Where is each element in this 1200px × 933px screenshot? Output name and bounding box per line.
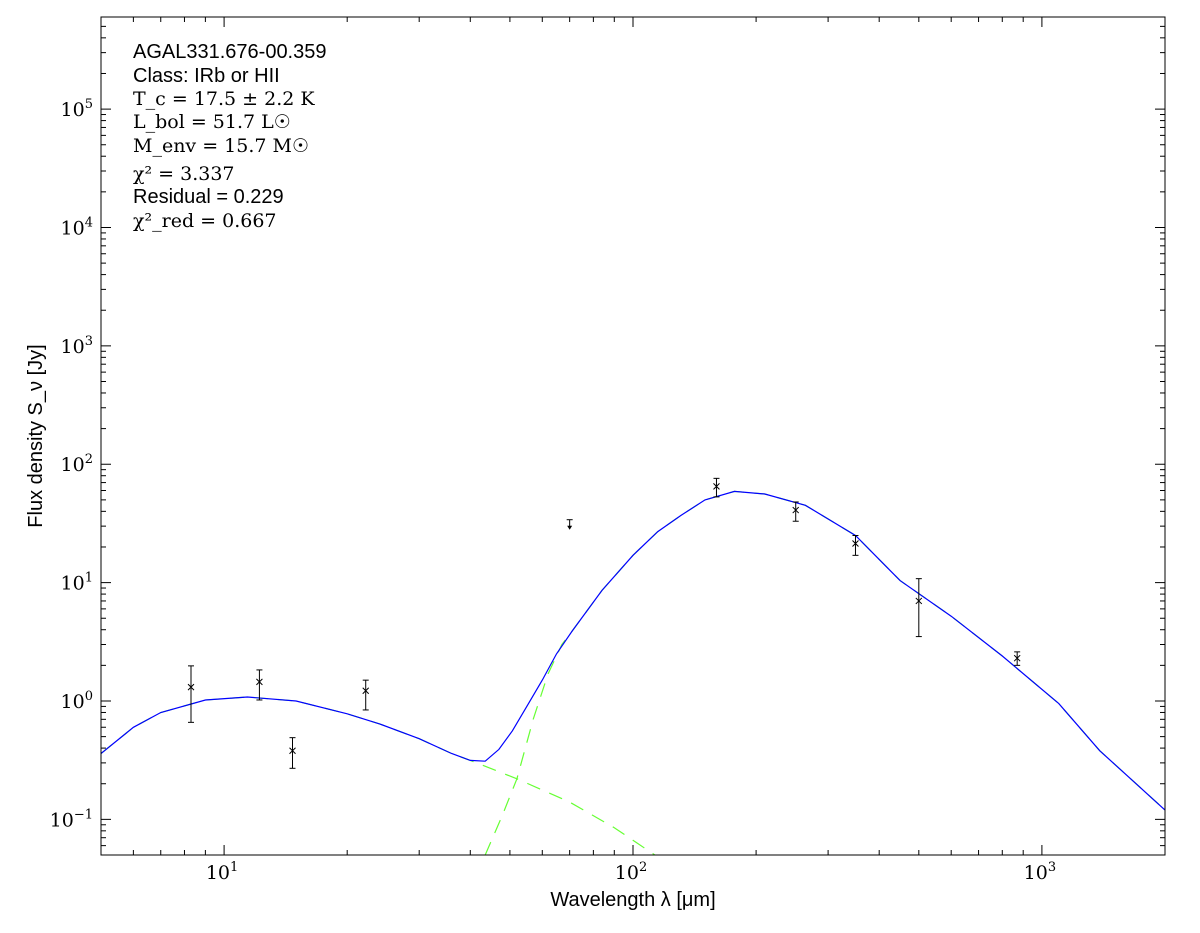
y-tick-label: 104 bbox=[61, 215, 93, 239]
plot-marks bbox=[101, 477, 1165, 855]
x-axis-label: Wavelength λ [μm] bbox=[550, 889, 715, 911]
envelope-mass: M_env = 15.7 M☉ bbox=[133, 135, 309, 157]
warm-component-line bbox=[101, 696, 656, 855]
data-marker bbox=[852, 540, 859, 547]
x-tick-label: 102 bbox=[615, 860, 647, 884]
data-point bbox=[1013, 651, 1021, 666]
source-class: Class: IRb or HII bbox=[133, 65, 280, 87]
y-tick-label: 100 bbox=[61, 689, 93, 713]
luminosity: L_bol = 51.7 L☉ bbox=[133, 111, 291, 133]
data-point bbox=[187, 665, 195, 723]
y-axis-label: Flux density S_ν [Jy] bbox=[25, 344, 47, 527]
y-tick-label: 105 bbox=[61, 97, 93, 121]
upper-limit-arrow bbox=[567, 525, 573, 530]
data-marker bbox=[792, 506, 800, 514]
data-point bbox=[713, 477, 720, 498]
data-marker bbox=[1013, 654, 1021, 662]
data-point bbox=[289, 737, 296, 769]
data-marker bbox=[187, 683, 195, 691]
x-tick-label: 101 bbox=[206, 860, 238, 884]
plot-area bbox=[101, 477, 1165, 855]
y-tick-label: 103 bbox=[61, 334, 93, 358]
total-model-line bbox=[101, 490, 1165, 811]
chi-squared: χ² = 3.337 bbox=[133, 163, 235, 185]
data-marker bbox=[915, 597, 923, 605]
y-tick-label: 102 bbox=[61, 452, 93, 476]
y-tick-label: 10−1 bbox=[50, 807, 93, 831]
data-point bbox=[915, 578, 923, 638]
data-point bbox=[256, 669, 263, 701]
data-point bbox=[852, 535, 859, 556]
axis-ticks: 101 102 103 10−1 100 101 102 103 104 105 bbox=[50, 16, 1166, 884]
upper-limit bbox=[566, 519, 573, 530]
annotation-box: AGAL331.676-00.359 Class: IRb or HII T_c… bbox=[133, 41, 327, 232]
cold-component-line bbox=[484, 490, 1165, 855]
source-name: AGAL331.676-00.359 bbox=[133, 41, 327, 63]
data-point bbox=[362, 679, 370, 711]
temperature: T_c = 17.5 ± 2.2 K bbox=[133, 88, 315, 110]
data-point bbox=[792, 501, 800, 522]
data-marker bbox=[713, 483, 720, 490]
data-marker bbox=[256, 678, 263, 686]
data-marker bbox=[289, 747, 296, 755]
reduced-chi-squared: χ²_red = 0.667 bbox=[133, 210, 277, 232]
residual: Residual = 0.229 bbox=[133, 186, 284, 208]
x-tick-label: 103 bbox=[1024, 860, 1056, 884]
y-tick-label: 101 bbox=[61, 571, 93, 595]
data-marker bbox=[362, 687, 370, 695]
